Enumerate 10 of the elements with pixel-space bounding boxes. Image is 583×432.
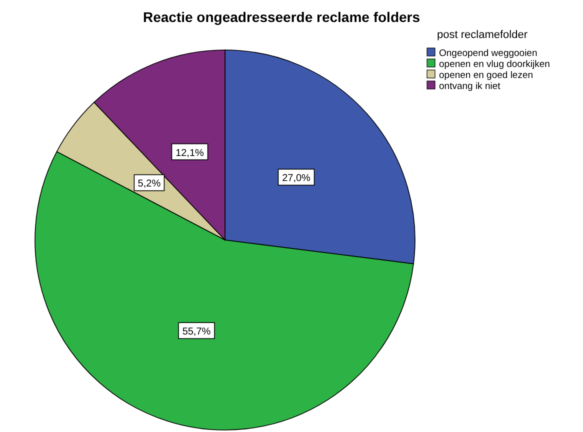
data-label: 27,0% xyxy=(282,173,311,184)
data-label: 5,2% xyxy=(138,178,161,190)
data-label: 12,1% xyxy=(176,148,204,159)
legend-label: openen en goed lezen xyxy=(439,70,534,81)
data-label: 55,7% xyxy=(182,326,211,338)
legend-title: post reclamefolder xyxy=(437,29,528,41)
legend-label: Ongeopend weggooien xyxy=(439,48,538,59)
legend-label: ontvang ik niet xyxy=(439,81,501,92)
legend-label: openen en vlug doorkijken xyxy=(439,59,550,70)
chart-title: Reactie ongeadresseerde reclame folders xyxy=(142,9,420,25)
